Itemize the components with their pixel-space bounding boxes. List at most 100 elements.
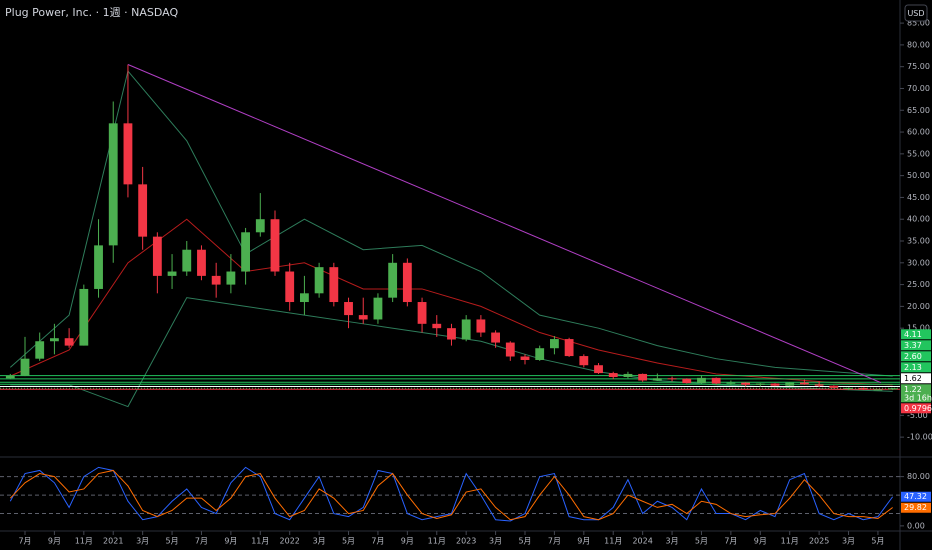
x-tick-label: 5月: [342, 537, 355, 546]
price-label-box: [901, 351, 931, 362]
candle-body: [682, 378, 692, 384]
candle-body: [417, 302, 427, 324]
y-tick-label: 55.00: [907, 149, 930, 158]
candle-body: [491, 332, 500, 343]
candle-body: [579, 356, 589, 366]
candle-body: [623, 373, 633, 377]
y-tick-label: 65.00: [907, 106, 930, 115]
candle-body: [79, 288, 89, 346]
stoch-value-label: 29.82: [904, 503, 927, 512]
stoch-pane: [0, 466, 900, 522]
x-tick-label: 9月: [401, 537, 414, 546]
candle-body: [20, 358, 30, 376]
x-tick-label: 3月: [666, 537, 679, 546]
stoch-value-box: [901, 491, 931, 502]
x-tick-label: 11月: [428, 537, 446, 546]
candle-body: [594, 365, 603, 374]
candle-body: [697, 377, 706, 384]
candle-body: [50, 338, 59, 342]
candle-body: [755, 383, 765, 385]
y-tick-label: 85.00: [907, 19, 930, 28]
x-tick-label: 2023: [456, 537, 476, 546]
candle-body: [123, 123, 133, 185]
candle-body: [344, 302, 353, 316]
y-tick-label: 45.00: [907, 193, 930, 202]
y-tick-label: 50.00: [907, 171, 930, 180]
stoch-line: [9, 466, 894, 522]
candle-body: [373, 297, 383, 320]
candle-body: [152, 236, 162, 276]
candle-body: [270, 219, 280, 272]
candle-body: [770, 383, 780, 386]
x-tick-label: 11月: [75, 537, 93, 546]
candle-body: [476, 319, 486, 333]
countdown: 3d 16h: [904, 393, 932, 402]
currency-button[interactable]: [904, 4, 928, 22]
candle-body: [608, 373, 618, 377]
x-tick-label: 5月: [518, 537, 531, 546]
price-label: 3.37: [904, 341, 922, 350]
candle-body: [741, 382, 750, 385]
candle-body: [108, 123, 118, 246]
y-tick-label: 20.00: [907, 302, 930, 311]
candle-body: [211, 275, 221, 285]
x-tick-label: 3月: [842, 537, 855, 546]
y-tick-label: 25.00: [907, 280, 930, 289]
candle-body: [447, 328, 456, 340]
candle-body: [255, 219, 265, 233]
stoch-value-box: [901, 502, 931, 513]
x-tick-label: 2022: [280, 537, 300, 546]
y-tick-label: 70.00: [907, 84, 930, 93]
candle-body: [638, 373, 648, 381]
price-label-box: [901, 403, 931, 414]
bollinger-upper: [9, 69, 893, 377]
x-tick-label: 2021: [103, 537, 123, 546]
candle-body: [64, 338, 74, 346]
candle-body: [726, 382, 736, 384]
candle-body: [285, 271, 295, 303]
candle-body: [388, 262, 398, 298]
x-tick-label: 9月: [754, 537, 767, 546]
x-tick-label: 5月: [695, 537, 708, 546]
candle-body: [241, 232, 250, 272]
candle-body: [94, 245, 103, 289]
candle-body: [167, 271, 177, 276]
price-label: 0.9796: [904, 404, 932, 413]
candle-body: [461, 319, 471, 340]
x-tick-label: 11月: [781, 537, 799, 546]
candle-body: [667, 378, 677, 380]
x-tick-label: 7月: [18, 537, 31, 546]
candle-body: [829, 385, 839, 388]
x-tick-label: 5月: [166, 537, 179, 546]
price-label-box: [901, 362, 931, 373]
candle-body: [520, 356, 530, 360]
candle-body: [858, 387, 868, 390]
candle-body: [197, 249, 206, 276]
candle-body: [329, 267, 339, 303]
y-tick-label: 15.00: [907, 324, 930, 333]
x-tick-label: 9月: [577, 537, 590, 546]
price-label: 1.22: [904, 385, 922, 394]
candle-body: [226, 271, 236, 285]
y-tick-label: 35.00: [907, 237, 930, 246]
x-tick-label: 11月: [604, 537, 622, 546]
x-tick-label: 7月: [195, 537, 208, 546]
x-tick-label: 9月: [224, 537, 237, 546]
candle-body: [432, 323, 442, 329]
stoch-y-tick-label: 80.00: [907, 472, 930, 481]
stoch-line: [9, 469, 893, 521]
y-tick-label: -10.00: [907, 433, 932, 442]
currency[interactable]: USD: [907, 9, 924, 18]
candle-body: [505, 342, 515, 357]
candle-body: [358, 315, 368, 320]
candle-body: [5, 375, 15, 379]
x-tick-label: 7月: [548, 537, 561, 546]
candle-body: [314, 267, 324, 294]
x-tick-label: 11月: [251, 537, 269, 546]
y-tick-label: 40.00: [907, 215, 930, 224]
y-tick-label: 60.00: [907, 128, 930, 137]
x-tick-label: 3月: [313, 537, 326, 546]
price-label: 4.11: [904, 330, 922, 339]
x-tick-label: 7月: [724, 537, 737, 546]
